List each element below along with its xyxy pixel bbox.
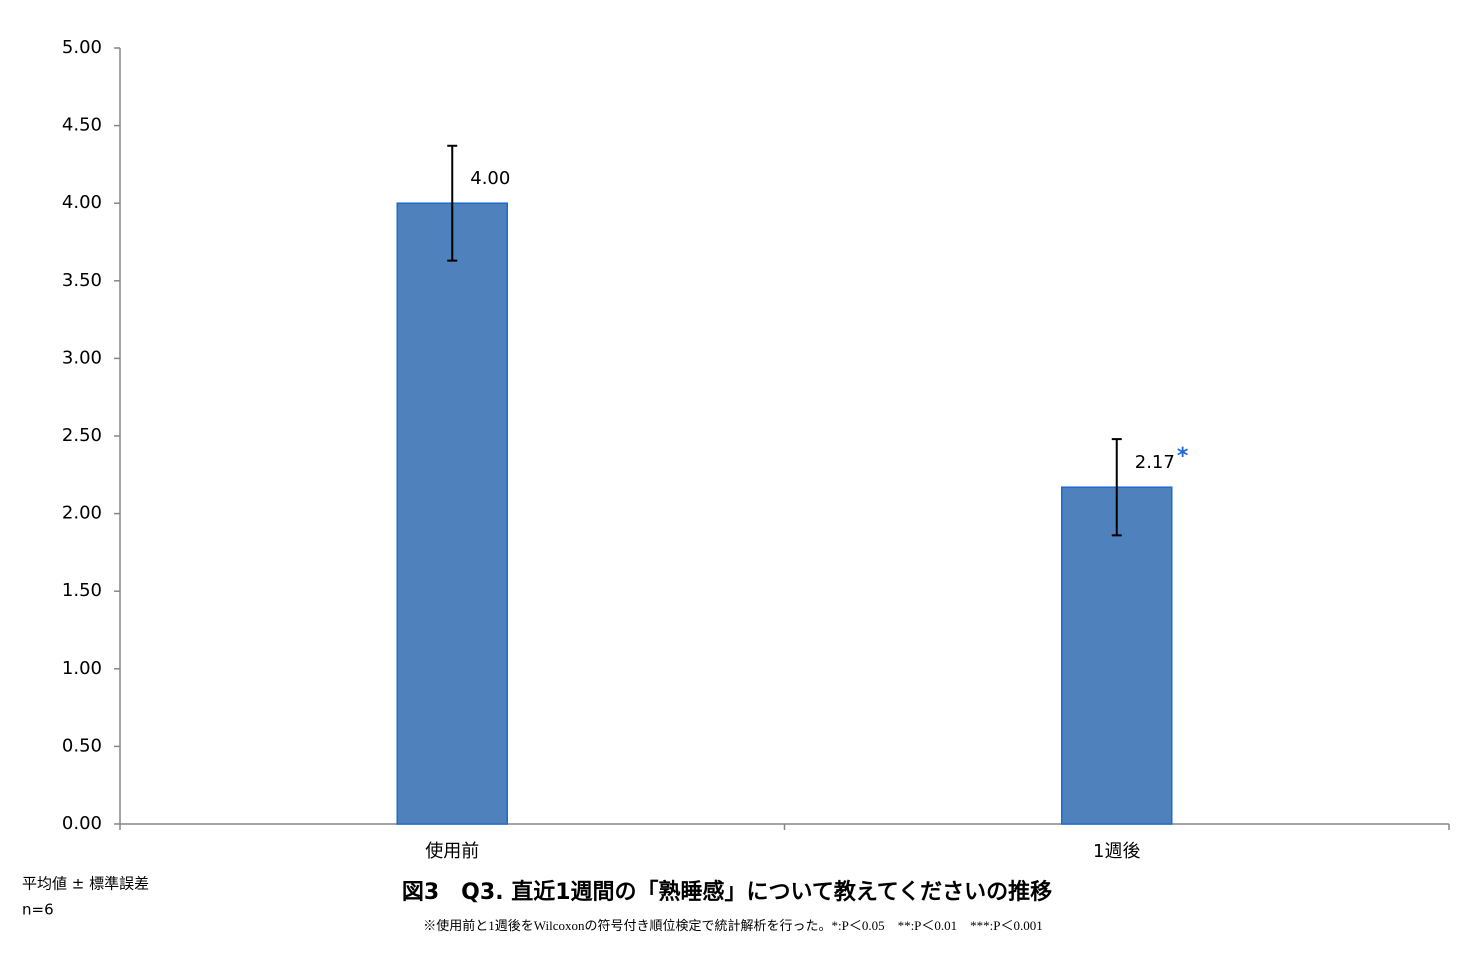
- y-tick-label: 2.00: [62, 503, 102, 524]
- x-tick-label: 1週後: [1093, 841, 1140, 862]
- y-tick-label: 2.50: [62, 425, 102, 446]
- note: n=6: [22, 901, 54, 919]
- y-tick-label: 0.00: [62, 813, 102, 834]
- footnote: ※使用前と1週後をWilcoxonの符号付き順位検定で統計解析を行った。*:P＜…: [423, 918, 1043, 933]
- significance-mark: *: [1177, 444, 1189, 469]
- x-tick-label: 使用前: [425, 841, 479, 862]
- y-tick-label: 3.50: [62, 270, 102, 291]
- y-tick-label: 4.00: [62, 192, 102, 213]
- note: 平均値 ± 標準誤差: [22, 875, 149, 893]
- bar: [1061, 486, 1173, 825]
- y-tick-label: 5.00: [62, 37, 102, 58]
- y-tick-label: 3.00: [62, 347, 102, 368]
- y-tick-label: 4.50: [62, 115, 102, 136]
- bar: [396, 202, 508, 825]
- value-label: 2.17: [1135, 452, 1175, 473]
- error-bar: [447, 144, 458, 262]
- error-bar: [1111, 438, 1122, 537]
- y-tick-label: 1.50: [62, 580, 102, 601]
- chart-title: 図3 Q3. 直近1週間の「熟睡感」について教えてくださいの推移: [402, 879, 1052, 905]
- y-tick-label: 0.50: [62, 735, 102, 756]
- value-label: 4.00: [470, 168, 510, 189]
- y-tick-label: 1.00: [62, 658, 102, 679]
